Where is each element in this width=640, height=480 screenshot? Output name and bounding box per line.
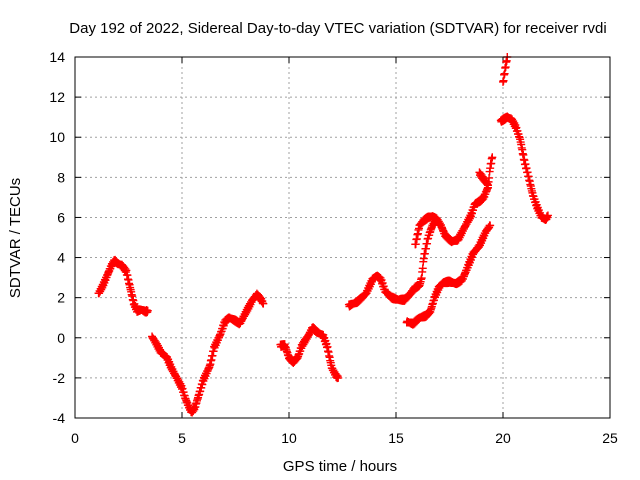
- y-tick-label: 0: [57, 330, 65, 346]
- y-tick-labels: -4 -2 0 2 4 6 8 10 12 14: [49, 49, 65, 426]
- data-point: [418, 264, 427, 273]
- data-point: [432, 215, 441, 224]
- data-point: [488, 153, 497, 162]
- x-tick-labels: 0 5 10 15 20 25: [71, 430, 618, 446]
- y-axis-label: SDTVAR / TECUs: [7, 178, 24, 298]
- data-point: [484, 181, 493, 190]
- y-tick-label: -2: [53, 370, 66, 386]
- x-axis-label: GPS time / hours: [283, 458, 397, 475]
- data-point: [259, 299, 268, 308]
- y-tick-label: 6: [57, 209, 65, 225]
- x-tick-label: 20: [495, 430, 511, 446]
- data-point: [486, 221, 495, 230]
- data-points: [94, 53, 552, 417]
- x-tick-label: 10: [281, 430, 297, 446]
- y-tick-label: 12: [49, 89, 65, 105]
- data-point: [334, 373, 343, 382]
- x-tick-label: 0: [71, 430, 79, 446]
- plot-frame: [74, 56, 611, 419]
- x-tick-label: 25: [602, 430, 618, 446]
- y-tick-label: -4: [53, 410, 66, 426]
- y-tick-label: 2: [57, 290, 65, 306]
- chart-title: Day 192 of 2022, Sidereal Day-to-day VTE…: [69, 20, 606, 37]
- x-tick-label: 15: [388, 430, 404, 446]
- data-point: [143, 306, 152, 315]
- y-tick-label: 4: [57, 250, 65, 266]
- y-tick-label: 14: [49, 49, 65, 65]
- data-point: [543, 211, 552, 220]
- x-tick-label: 5: [178, 430, 186, 446]
- y-tick-label: 8: [57, 169, 65, 185]
- grid-lines: [75, 57, 610, 418]
- y-tick-label: 10: [49, 129, 65, 145]
- axis-ticks: [74, 56, 611, 419]
